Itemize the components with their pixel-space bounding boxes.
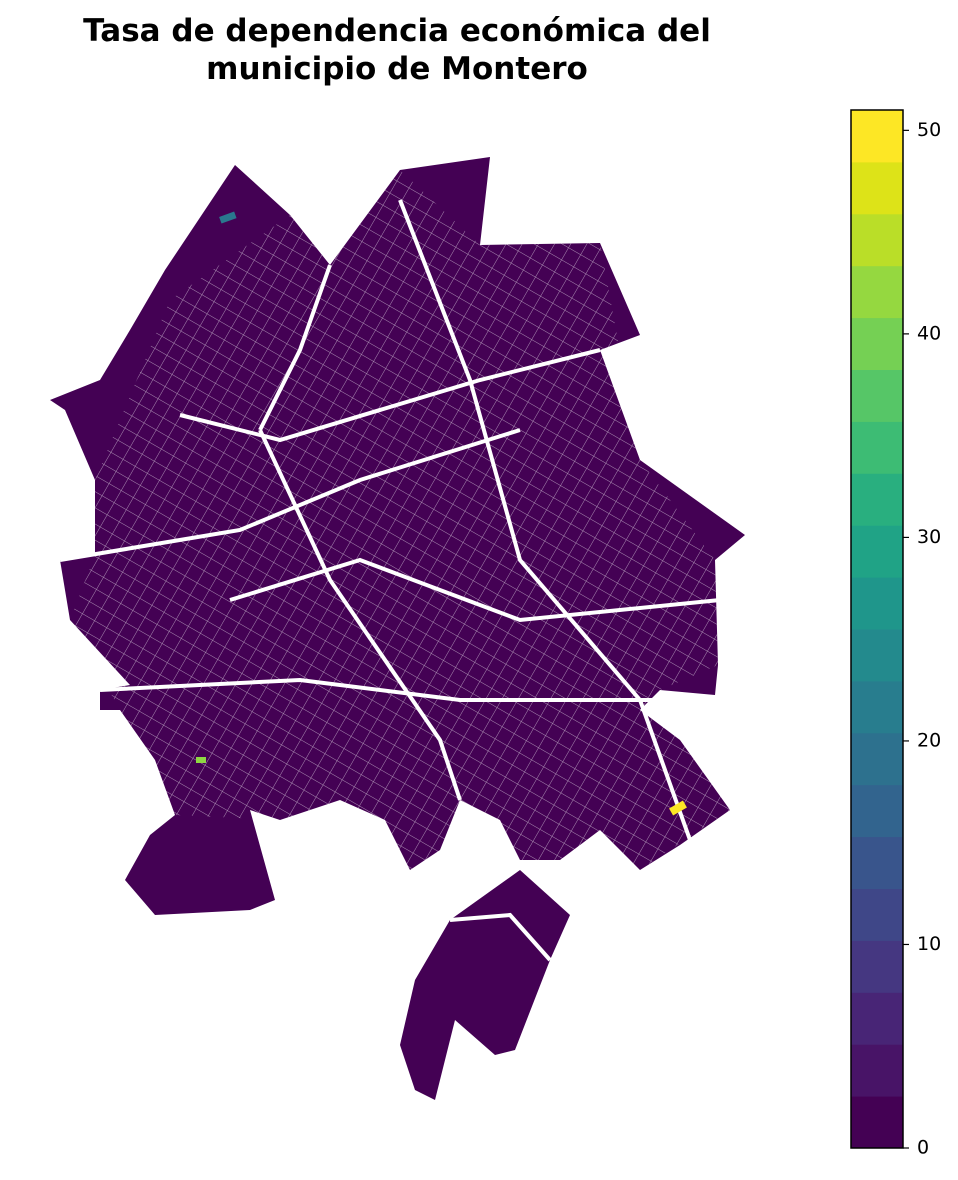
municipality-area <box>400 870 570 1100</box>
highlight-area <box>196 757 206 763</box>
highlight-area <box>219 211 237 224</box>
colorbar-band <box>851 1044 903 1097</box>
colorbar-band <box>851 213 903 267</box>
colorbar-band <box>851 421 903 474</box>
colorbar-band <box>851 265 903 319</box>
colorbar-band <box>851 629 903 682</box>
tick-label: 50 <box>917 119 941 141</box>
colorbar-band <box>851 732 903 786</box>
colorbar-band <box>851 888 903 941</box>
tick-label: 10 <box>917 933 941 955</box>
colorbar-band <box>851 369 903 422</box>
colorbar-band <box>851 940 903 993</box>
colorbar-band <box>851 784 903 838</box>
colorbar-band <box>851 836 903 889</box>
colorbar-band <box>851 577 903 630</box>
colorbar <box>851 110 903 1149</box>
colorbar-band <box>851 525 903 578</box>
tick-label: 20 <box>917 729 941 751</box>
colorbar-band <box>851 161 903 215</box>
colorbar-band <box>851 1096 903 1149</box>
chart-title: Tasa de dependencia económica del municip… <box>83 13 711 87</box>
tick-label: 40 <box>917 322 941 344</box>
colorbar-band <box>851 680 903 734</box>
map <box>50 157 745 1100</box>
colorbar-frame <box>850 109 904 1149</box>
colorbar-band <box>851 110 903 163</box>
colorbar-band <box>851 473 903 526</box>
highlight-area <box>669 800 687 816</box>
colorbar-band <box>851 317 903 370</box>
tick-label: 0 <box>917 1137 929 1159</box>
colorbar-band <box>851 992 903 1045</box>
tick-label: 30 <box>917 526 941 548</box>
